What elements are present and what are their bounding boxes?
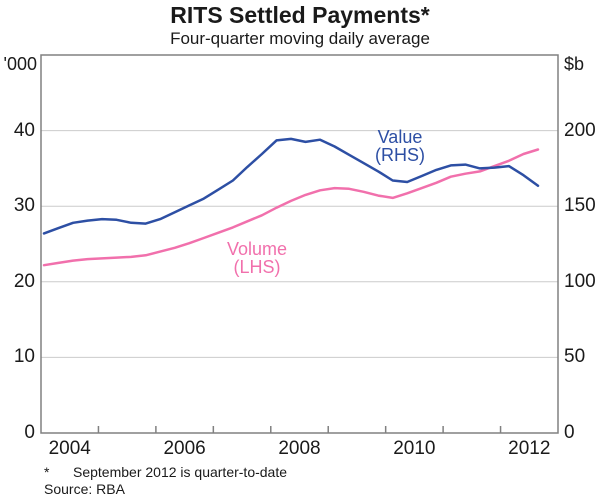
left-axis-tick-label: 0 [24, 422, 35, 443]
right-axis-unit-label: $b [564, 54, 585, 74]
chart-title: RITS Settled Payments* [170, 2, 430, 28]
footnote-marker: * [44, 464, 50, 480]
left-axis-tick-label: 30 [13, 195, 35, 217]
footnote: * September 2012 is quarter-to-date [44, 464, 287, 480]
source-note: Source: RBA [44, 481, 125, 497]
right-axis-tick-label: 150 [564, 195, 596, 217]
plot-frame [40, 54, 559, 434]
value-series-axis-note: (RHS) [375, 145, 425, 165]
right-axis-tick-label: 200 [564, 119, 596, 141]
right-axis-tick-label: 50 [564, 346, 586, 368]
left-axis-tick-label: 20 [13, 270, 35, 292]
left-axis-tick-label: 40 [13, 119, 35, 141]
volume-series-axis-note: (LHS) [233, 257, 281, 277]
value-series-line [42, 137, 540, 235]
x-axis-year-label: 2004 [48, 438, 91, 459]
value-series-name: Value [377, 127, 423, 147]
x-axis-year-label: 2010 [393, 438, 436, 459]
footnote-text: September 2012 is quarter-to-date [73, 464, 288, 480]
left-axis-unit-label: '000 [3, 54, 37, 74]
right-axis-tick-label: 100 [564, 270, 596, 292]
volume-series-name: Volume [226, 239, 288, 259]
chart-subtitle: Four-quarter moving daily average [170, 29, 430, 48]
volume-series-line [42, 148, 540, 267]
left-axis-tick-label: 10 [13, 346, 35, 368]
x-axis-year-label: 2012 [508, 438, 551, 459]
x-axis-year-label: 2006 [163, 438, 206, 459]
x-axis-year-label: 2008 [278, 438, 321, 459]
right-axis-tick-label: 0 [564, 422, 575, 443]
value-series-annotation: Value (RHS) [375, 128, 425, 164]
volume-series-annotation: Volume (LHS) [227, 240, 287, 276]
